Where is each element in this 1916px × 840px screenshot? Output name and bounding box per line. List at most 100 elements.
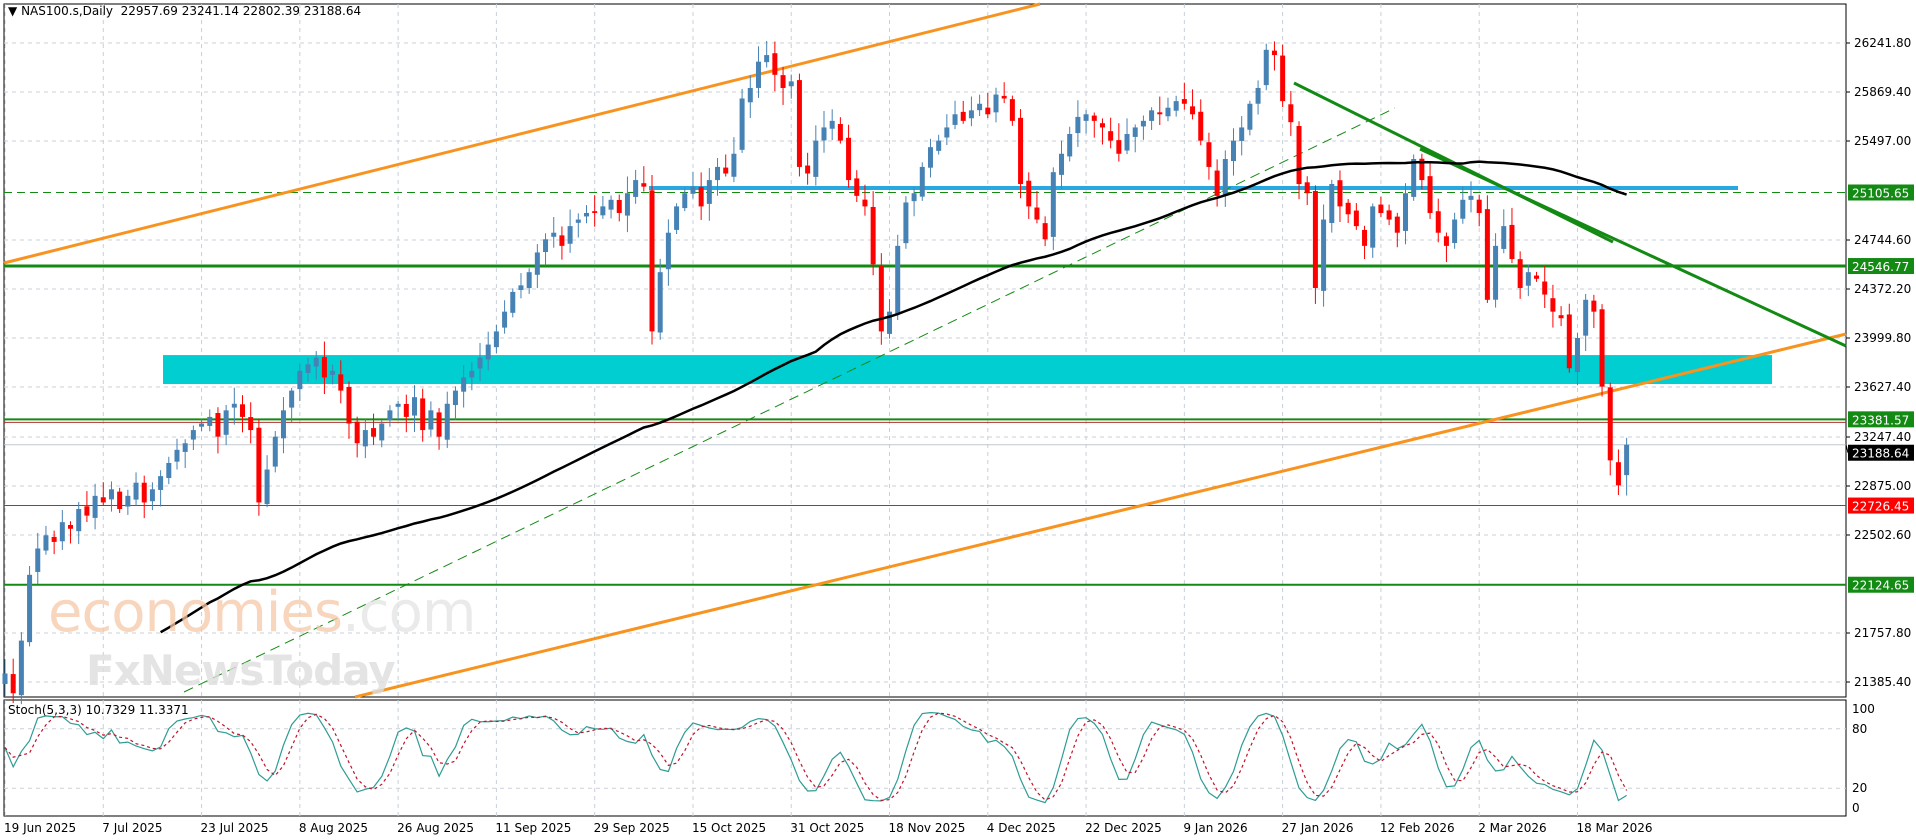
candle (526, 268, 532, 294)
candle-body (1304, 182, 1310, 194)
candle-body (1034, 207, 1040, 220)
candle (133, 472, 139, 506)
candle (1345, 199, 1351, 223)
candle-body (674, 206, 680, 230)
candle-body (977, 103, 983, 111)
candle-body (149, 489, 155, 502)
candle-body (182, 443, 188, 452)
candle (911, 187, 917, 217)
candle (1034, 190, 1040, 224)
x-tick-label: 2 Mar 2026 (1478, 821, 1546, 835)
candle-body (502, 311, 508, 328)
dropdown-triangle-icon[interactable]: ▼ (8, 4, 18, 18)
candle (633, 169, 639, 204)
candle (207, 409, 213, 432)
candle (788, 74, 794, 99)
candle (1042, 216, 1048, 247)
candle-body (1271, 50, 1277, 56)
candle-body (1624, 444, 1630, 476)
candle (1312, 185, 1318, 304)
candle (739, 88, 745, 153)
candle (182, 439, 188, 468)
candle (1001, 82, 1007, 104)
candle (543, 233, 549, 266)
candle-body (846, 137, 852, 181)
candle (108, 481, 114, 512)
candle-body (567, 226, 573, 244)
candle-body (1525, 272, 1531, 286)
candle (1026, 172, 1032, 219)
candle (1173, 95, 1179, 117)
candle (256, 418, 262, 516)
candle-body (837, 124, 843, 141)
candle (1607, 382, 1613, 476)
candle (1493, 233, 1499, 308)
x-tick-label: 18 Mar 2026 (1576, 821, 1652, 835)
candle-body (805, 165, 811, 174)
candle (313, 351, 319, 380)
candle-body (1484, 209, 1490, 300)
candle-body (919, 166, 925, 197)
candle-body (133, 482, 139, 500)
x-tick-label: 7 Jul 2025 (102, 821, 162, 835)
candle-body (887, 311, 893, 334)
watermark-logo: economies.com (48, 584, 476, 642)
candle-body (1460, 199, 1466, 219)
candle (1288, 90, 1294, 136)
candle (158, 470, 164, 507)
candle-body (1288, 104, 1294, 123)
candle-body (1001, 95, 1007, 99)
candle-body (1378, 204, 1384, 213)
candle-body (543, 239, 549, 253)
candle-body (690, 186, 696, 194)
candle-body (1108, 131, 1114, 141)
candle (715, 158, 721, 196)
candle (190, 425, 196, 451)
x-tick-label: 23 Jul 2025 (201, 821, 269, 835)
candle (960, 100, 966, 124)
candle (1550, 284, 1556, 328)
candle (280, 397, 286, 454)
candle (117, 487, 123, 513)
candle-body (76, 509, 82, 532)
candle-body (764, 55, 770, 63)
candle (395, 400, 401, 420)
candle-body (1353, 210, 1359, 227)
price-label: 22726.45 (1852, 500, 1909, 514)
candle-body (68, 524, 74, 529)
stoch-k-line (4, 712, 1627, 804)
candle-body (608, 199, 614, 210)
candle-body (51, 536, 57, 542)
candle (821, 111, 827, 153)
candle-body (452, 390, 458, 406)
symbol-label: NAS100.s,Daily (21, 4, 114, 18)
candle-body (1140, 120, 1146, 127)
stoch-level-label: 100 (1852, 702, 1875, 716)
candle-body (1018, 117, 1024, 185)
candle-body (461, 377, 467, 392)
candle-body (1231, 140, 1236, 162)
candle (919, 162, 925, 201)
candle-body (395, 403, 401, 407)
candle (927, 138, 933, 178)
candle (878, 253, 884, 345)
candle (18, 632, 24, 705)
candle (240, 395, 246, 433)
candle-body (256, 427, 262, 503)
candle (1615, 449, 1621, 495)
candle (1149, 107, 1155, 130)
watermark-brand: economies (48, 580, 343, 645)
candle (895, 234, 901, 321)
candle (35, 532, 41, 585)
candle-body (952, 114, 958, 125)
candle-body (1009, 99, 1015, 121)
candle-body (1247, 103, 1253, 130)
candle (1501, 209, 1507, 254)
candle-body (747, 87, 753, 103)
candle-body (633, 180, 639, 197)
candle-body (1591, 300, 1597, 312)
candle (1460, 186, 1466, 224)
candle-body (362, 430, 368, 447)
candle (1263, 43, 1269, 91)
